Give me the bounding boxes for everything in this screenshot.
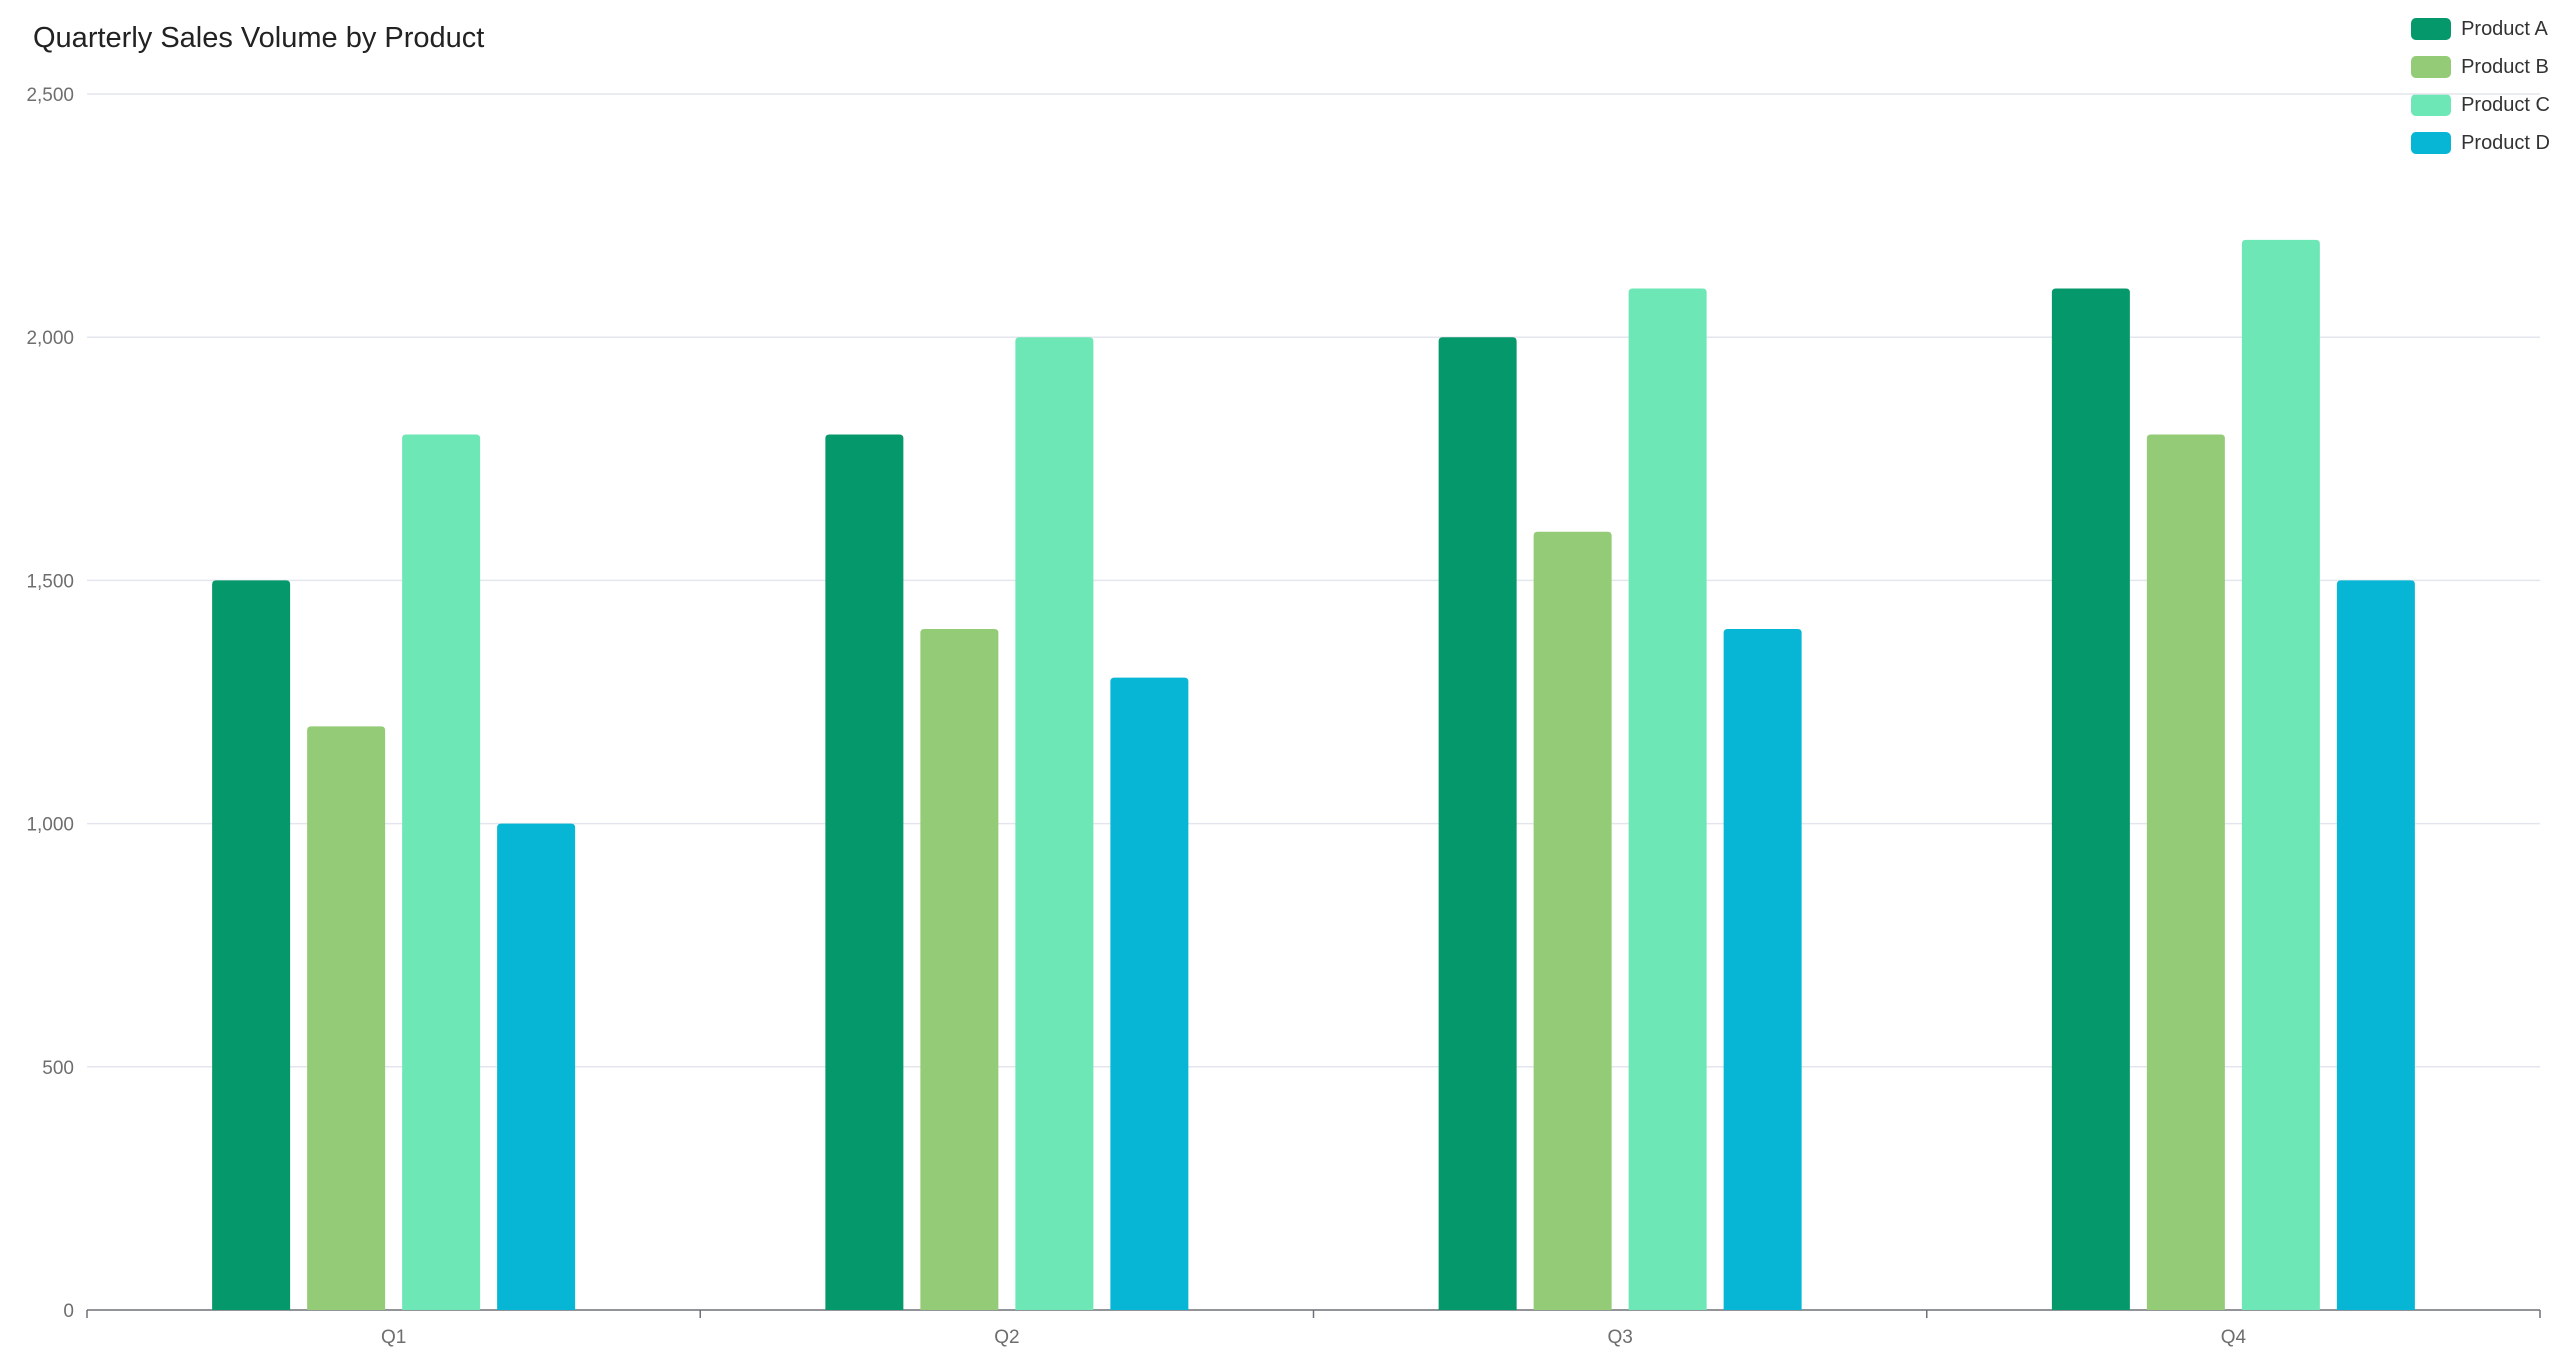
y-tick-label: 2,000 (26, 328, 74, 349)
legend-item-product-a[interactable]: Product A (2411, 16, 2550, 42)
bar (2051, 288, 2130, 1310)
bar (1723, 629, 1802, 1310)
bar (497, 823, 576, 1310)
y-tick-label: 1,000 (26, 815, 74, 836)
bar (1438, 337, 1517, 1310)
legend-swatch (2411, 94, 2452, 116)
legend-label: Product A (2461, 17, 2548, 40)
chart-title: Quarterly Sales Volume by Product (33, 22, 485, 54)
legend-item-product-d[interactable]: Product D (2411, 130, 2550, 156)
bar (2146, 434, 2225, 1311)
legend-item-product-b[interactable]: Product B (2411, 54, 2550, 80)
y-tick-label: 1,500 (26, 571, 74, 592)
bar (212, 580, 291, 1310)
legend-label: Product C (2461, 93, 2550, 116)
y-tick-label: 0 (63, 1301, 74, 1322)
bar (1110, 677, 1189, 1310)
legend-swatch (2411, 56, 2452, 78)
x-tick-label: Q3 (1607, 1327, 1632, 1348)
legend-item-product-c[interactable]: Product C (2411, 92, 2550, 118)
x-tick-label: Q1 (381, 1327, 406, 1348)
bar (920, 629, 999, 1310)
x-tick-label: Q4 (2221, 1327, 2247, 1348)
x-tick-label: Q2 (994, 1327, 1019, 1348)
legend-label: Product B (2461, 55, 2549, 78)
bar (1533, 531, 1612, 1310)
legend: Product A Product B Product C Product D (2411, 16, 2550, 156)
bar (402, 434, 481, 1311)
bar (1628, 288, 1707, 1310)
bar (825, 434, 904, 1311)
legend-label: Product D (2461, 131, 2550, 154)
y-tick-label: 2,500 (26, 85, 74, 106)
bar (2336, 580, 2415, 1310)
bar (1015, 337, 1094, 1310)
y-tick-label: 500 (42, 1058, 74, 1079)
legend-swatch (2411, 132, 2452, 154)
bar (2241, 239, 2320, 1310)
bar (307, 726, 386, 1310)
legend-swatch (2411, 18, 2452, 40)
